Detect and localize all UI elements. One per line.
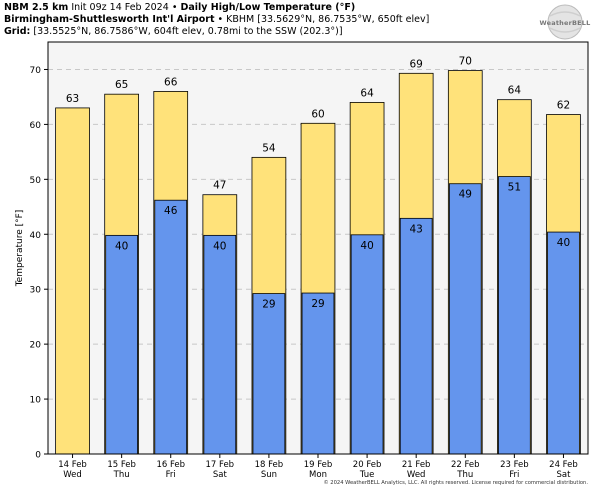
low-bar <box>547 231 580 455</box>
x-tick-day: Thu <box>113 470 130 480</box>
x-tick-day: Fri <box>166 470 176 480</box>
high-label: 64 <box>360 87 374 99</box>
low-bar <box>448 183 482 455</box>
high-label: 69 <box>409 58 422 70</box>
init-time: Init 09z 14 Feb 2024 <box>71 2 169 13</box>
model-name: NBM 2.5 km <box>4 2 69 13</box>
globe-icon <box>547 4 583 40</box>
low-label: 40 <box>360 240 373 252</box>
x-tick-day: Sat <box>556 470 571 480</box>
x-tick-date: 22 Feb <box>451 460 480 470</box>
x-tick-day: Sat <box>213 470 228 480</box>
x-tick-date: 20 Feb <box>353 460 382 470</box>
high-label: 62 <box>557 100 570 112</box>
high-label: 66 <box>164 76 178 88</box>
low-label: 43 <box>409 223 422 235</box>
y-tick-label: 50 <box>30 176 42 186</box>
low-bar <box>498 176 531 455</box>
low-label: 46 <box>164 205 178 217</box>
high-label: 54 <box>262 142 276 154</box>
x-tick-date: 24 Feb <box>549 460 578 470</box>
header-line-3: Grid: [33.5525°N, 86.7586°W, 604ft elev,… <box>4 26 429 38</box>
x-tick-day: Mon <box>309 470 327 480</box>
plot-frame <box>47 41 589 455</box>
y-tick-label: 60 <box>30 121 42 131</box>
bars: 63 65 40 66 46 47 40 54 29 60 29 64 40 69 43 70 49 64 51 62… <box>55 56 581 455</box>
high-label: 70 <box>459 56 472 68</box>
y-axis: 0 10 20 30 40 50 60 70 <box>30 66 48 461</box>
x-tick-day: Fri <box>509 470 519 480</box>
low-label: 40 <box>557 237 570 249</box>
low-label: 49 <box>459 189 472 201</box>
low-bar <box>154 199 188 455</box>
low-bar <box>105 234 138 455</box>
separator: • <box>217 14 224 25</box>
x-tick-day: Sun <box>261 470 277 480</box>
logo-text: WeatherBELL <box>539 19 591 27</box>
x-tick-date: 16 Feb <box>156 460 185 470</box>
header-line-1: NBM 2.5 km Init 09z 14 Feb 2024 • Daily … <box>4 2 429 14</box>
y-tick-label: 40 <box>30 231 42 241</box>
y-tick-label: 0 <box>35 451 41 461</box>
chart-header: NBM 2.5 km Init 09z 14 Feb 2024 • Daily … <box>4 2 429 38</box>
y-tick-label: 10 <box>30 396 42 406</box>
x-tick-day: Wed <box>63 470 82 480</box>
high-label: 65 <box>115 79 128 91</box>
high-label: 60 <box>311 108 324 120</box>
low-label: 29 <box>262 299 275 311</box>
low-bar <box>399 217 433 455</box>
x-tick-date: 15 Feb <box>107 460 136 470</box>
low-label: 40 <box>213 240 226 252</box>
x-tick-date: 17 Feb <box>206 460 235 470</box>
high-label: 64 <box>508 85 522 97</box>
station-info: KBHM [33.5629°N, 86.7535°W, 650ft elev] <box>226 14 430 25</box>
x-tick-date: 19 Feb <box>304 460 333 470</box>
header-line-2: Birmingham-Shuttlesworth Int'l Airport •… <box>4 14 429 26</box>
low-bar <box>252 293 286 455</box>
low-bar <box>350 234 384 455</box>
grid-info: [33.5525°N, 86.7586°W, 604ft elev, 0.78m… <box>33 26 343 37</box>
high-label: 47 <box>213 180 226 192</box>
high-bar <box>55 107 90 455</box>
chart-title: Daily High/Low Temperature (°F) <box>180 2 356 13</box>
y-tick-label: 20 <box>30 341 42 351</box>
x-tick-day: Wed <box>407 470 426 480</box>
x-tick-date: 21 Feb <box>402 460 431 470</box>
low-bar <box>203 234 237 455</box>
y-axis-label: Temperature [°F] <box>15 210 25 288</box>
copyright-footer: © 2024 WeatherBELL Analytics, LLC. All r… <box>323 480 588 486</box>
weatherbell-logo: WeatherBELL <box>534 2 596 42</box>
x-tick-date: 14 Feb <box>58 460 87 470</box>
x-tick-date: 23 Feb <box>500 460 529 470</box>
low-label: 51 <box>508 182 521 194</box>
separator: • <box>171 2 178 13</box>
low-bar <box>301 292 335 455</box>
x-tick-date: 18 Feb <box>255 460 284 470</box>
station-name: Birmingham-Shuttlesworth Int'l Airport <box>4 14 215 25</box>
y-tick-label: 70 <box>30 66 42 76</box>
y-tick-label: 30 <box>30 286 42 296</box>
grid-label: Grid: <box>4 26 31 37</box>
low-label: 40 <box>115 240 128 252</box>
x-tick-day: Thu <box>456 470 473 480</box>
low-label: 29 <box>311 298 324 310</box>
x-tick-day: Tue <box>359 470 375 480</box>
high-label: 63 <box>66 93 79 105</box>
